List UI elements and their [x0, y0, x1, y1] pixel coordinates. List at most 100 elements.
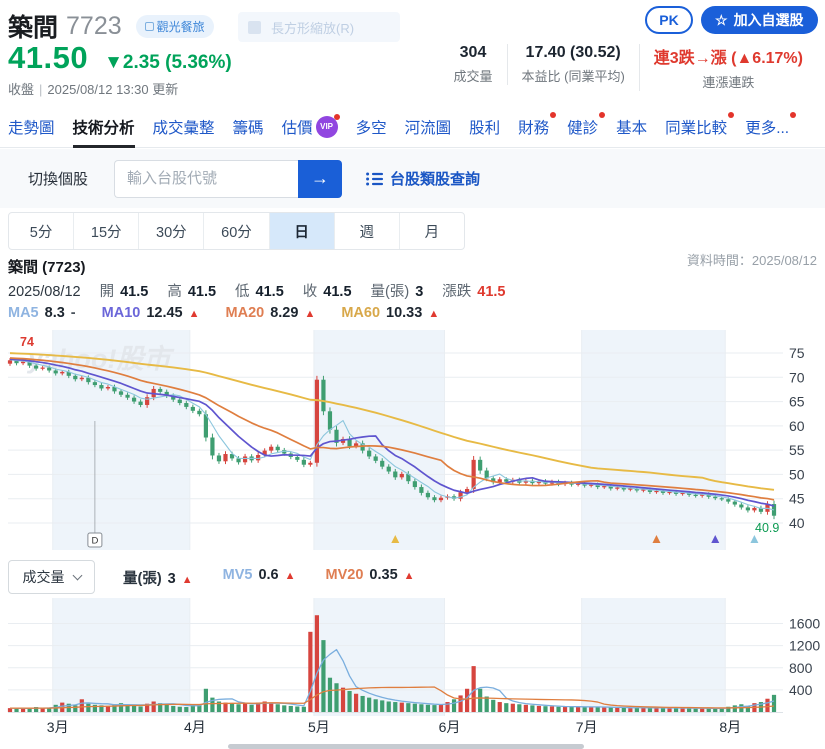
- notification-dot: [599, 111, 606, 118]
- stock-category-link[interactable]: 台股類股查詢: [366, 168, 480, 189]
- ohlc-label: 量(張): [370, 284, 410, 300]
- tab-label: 股利: [469, 119, 501, 137]
- period-5min[interactable]: 5分: [9, 213, 73, 249]
- ohlc-open: 開 41.5: [100, 280, 149, 301]
- stock-search-group: →: [114, 159, 343, 198]
- change-text: 2.35 (5.36%): [122, 52, 232, 73]
- stock-category-link-label: 台股類股查詢: [390, 171, 481, 188]
- period-label: 5分: [29, 224, 53, 241]
- search-submit-button[interactable]: →: [298, 159, 343, 198]
- svg-text:70: 70: [789, 369, 805, 385]
- tab-label: 更多...: [745, 119, 790, 137]
- tab-valuation[interactable]: 估價 VIP: [282, 106, 340, 148]
- ohlc-value: 41.5: [255, 284, 284, 300]
- ohlc-value: 41.5: [120, 284, 149, 300]
- tab-trade-summary[interactable]: 成交彙整: [153, 106, 215, 148]
- market-status: 收盤: [8, 82, 35, 97]
- stock-code: 7723: [66, 11, 122, 40]
- tab-dividend[interactable]: 股利: [469, 106, 500, 148]
- ohlc-close: 收 41.5: [303, 280, 352, 301]
- updated-time: 2025/08/12 13:30 更新: [47, 82, 179, 97]
- stat-streak: 連3跌→漲 (▲6.17%) 連漲連跌: [638, 44, 817, 91]
- period-daily[interactable]: 日: [268, 213, 334, 249]
- stock-name: 築間: [8, 14, 59, 42]
- add-watchlist-button[interactable]: ☆ 加入自選股: [701, 6, 818, 34]
- svg-text:5月: 5月: [308, 719, 330, 735]
- indicator-dropdown[interactable]: 成交量: [8, 560, 95, 594]
- price-change: ▼2.35 (5.36%): [104, 52, 232, 74]
- period-tabs: 5分 15分 30分 60分 日 週 月: [8, 212, 465, 250]
- market-status-row: 收盤 | 2025/08/12 13:30 更新: [8, 79, 178, 98]
- period-weekly[interactable]: 週: [333, 213, 399, 249]
- volume-values: 量(張) 3 ▲ MV5 0.6 ▲ MV20 0.35 ▲: [123, 567, 415, 588]
- indicator-dropdown-label: 成交量: [22, 569, 65, 585]
- tab-label: 基本: [616, 119, 648, 137]
- tab-health-check[interactable]: 健診: [567, 106, 606, 148]
- tab-trend-chart[interactable]: 走勢圖: [8, 106, 55, 148]
- ohlc-label: 漲跌: [442, 284, 472, 300]
- key-stats: 304 成交量 17.40 (30.52) 本益比 (同業平均) 連3跌→漲 (…: [439, 44, 817, 91]
- svg-text:60: 60: [789, 418, 805, 434]
- up-triangle-icon: ▲: [284, 569, 296, 582]
- tab-basics[interactable]: 基本: [616, 106, 647, 148]
- svg-text:1600: 1600: [789, 616, 820, 632]
- rect-zoom-icon: [248, 20, 261, 34]
- ma-value: 8.3: [44, 305, 65, 321]
- stat-volume-label: 成交量: [453, 69, 493, 84]
- horizontal-scrollbar-thumb[interactable]: [228, 744, 584, 749]
- stock-switch-strip: 切換個股 → 台股類股查詢: [0, 149, 825, 208]
- ohlc-low: 低 41.5: [235, 280, 284, 301]
- tab-chips[interactable]: 籌碼: [233, 106, 264, 148]
- main-nav: 走勢圖 技術分析 成交彙整 籌碼 估價 VIP 多空 河流圖 股利 財務 健診 基…: [0, 106, 825, 148]
- tab-label: 健診: [567, 119, 599, 137]
- vol-label: 量(張): [123, 570, 162, 587]
- svg-text:75: 75: [789, 345, 805, 361]
- svg-text:3月: 3月: [47, 719, 69, 735]
- period-30min[interactable]: 30分: [138, 213, 203, 249]
- star-icon: ☆: [715, 11, 728, 28]
- sector-badge[interactable]: 觀光餐旅: [135, 14, 214, 38]
- ohlc-label: 開: [99, 284, 115, 300]
- period-label: 月: [424, 224, 440, 241]
- tab-river-chart[interactable]: 河流圖: [405, 106, 452, 148]
- ma-value: 10.33: [386, 305, 423, 321]
- stock-code-input[interactable]: [114, 159, 299, 198]
- svg-text:45: 45: [789, 491, 805, 507]
- pk-button[interactable]: PK: [645, 6, 693, 34]
- volume-chart[interactable]: 1600 1200 800 400 3月 4月 5月 6月 7月 8月: [0, 598, 825, 749]
- candlestick-chart[interactable]: 75 70 65 60 55 50 45 40 yahoo!股市 D 74 40.9: [0, 330, 825, 556]
- notification-dot: [790, 111, 797, 118]
- ohlc-row: 2025/08/12 開 41.5 高 41.5 低 41.5 收 41.5 量(張) 3…: [8, 280, 506, 301]
- data-time: 資料時間：2025/08/12: [686, 253, 817, 268]
- tab-label: 成交彙整: [152, 119, 215, 137]
- svg-text:1200: 1200: [789, 638, 820, 654]
- ma-value: 12.45: [146, 305, 183, 321]
- svg-text:6月: 6月: [439, 719, 461, 735]
- tab-more[interactable]: 更多...: [745, 106, 797, 148]
- tab-label: 河流圖: [404, 119, 452, 137]
- tab-peer-comparison[interactable]: 同業比較: [665, 106, 735, 148]
- ma5-item: MA5 8.3-: [8, 305, 76, 321]
- svg-text:800: 800: [789, 660, 813, 676]
- chart-title: 築間 (7723): [8, 259, 86, 276]
- ma60-item: MA60 10.33 ▲: [341, 305, 439, 321]
- vol-value: 0.6: [258, 566, 279, 583]
- period-60min[interactable]: 60分: [203, 213, 268, 249]
- notification-dot: [728, 111, 735, 118]
- svg-text:65: 65: [789, 394, 805, 410]
- period-15min[interactable]: 15分: [73, 213, 138, 249]
- vol-label: MV5: [222, 566, 253, 583]
- tab-label: 籌碼: [232, 119, 264, 137]
- stat-pe-value: 17.40 (30.52): [525, 44, 621, 61]
- up-triangle-icon: ▲: [403, 569, 415, 582]
- tab-long-short[interactable]: 多空: [356, 106, 387, 148]
- svg-text:400: 400: [789, 682, 813, 698]
- ma-label: MA60: [341, 305, 381, 321]
- period-monthly[interactable]: 月: [398, 213, 464, 249]
- tab-technical-analysis[interactable]: 技術分析: [72, 106, 135, 148]
- ma-suffix: -: [70, 305, 76, 321]
- ma-label: MA5: [8, 305, 39, 321]
- tab-financials[interactable]: 財務: [518, 106, 557, 148]
- ma-label: MA20: [225, 305, 265, 321]
- down-triangle-icon: ▼: [104, 52, 123, 73]
